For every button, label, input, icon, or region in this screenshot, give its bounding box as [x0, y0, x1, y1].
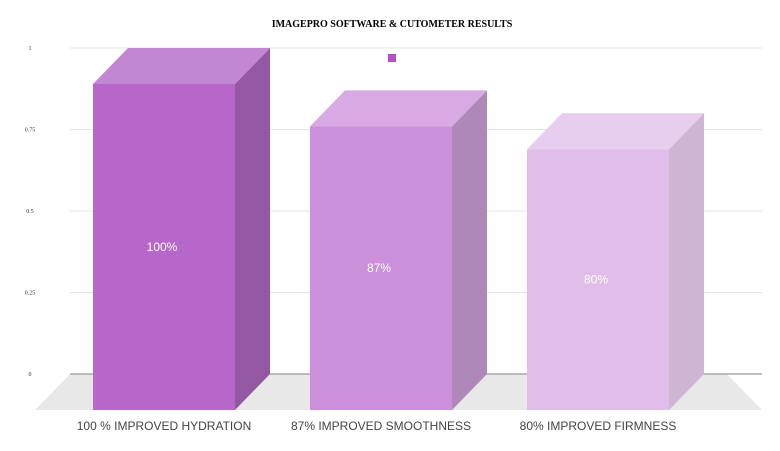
y-tick-label: 0 — [29, 372, 32, 378]
bars: 100% 87% 80% — [93, 48, 704, 410]
bar-group: 87% — [310, 90, 487, 410]
bar-value-label: 87% — [367, 261, 391, 275]
bar-side — [452, 90, 487, 410]
bar-top — [527, 113, 704, 150]
bar-side — [669, 113, 704, 410]
chart-title: IMAGEPRO SOFTWARE & CUTOMETER RESULTS — [272, 19, 513, 30]
bar-value-label: 80% — [584, 273, 608, 287]
bar — [93, 84, 235, 410]
bar — [310, 126, 452, 410]
y-axis-ticks: 0 0.25 0.5 0.75 1 — [25, 46, 36, 378]
y-tick-label: 0.25 — [25, 291, 36, 297]
y-tick-label: 0.5 — [26, 209, 34, 215]
y-tick-label: 0.75 — [25, 128, 36, 134]
x-tick-label: 100 % IMPROVED HYDRATION — [77, 419, 251, 433]
bar-value-label: 100% — [147, 240, 178, 254]
x-tick-label: 87% IMPROVED SMOOTHNESS — [291, 419, 471, 433]
legend-marker — [388, 54, 396, 62]
bar — [527, 149, 669, 410]
bar-top — [93, 48, 270, 84]
bar-group: 100% — [93, 48, 270, 410]
y-tick-label: 1 — [29, 46, 32, 52]
x-axis-labels: 100 % IMPROVED HYDRATION 87% IMPROVED SMO… — [77, 419, 677, 433]
bar-side — [235, 48, 270, 410]
x-tick-label: 80% IMPROVED FIRMNESS — [520, 419, 677, 433]
bar-group: 80% — [527, 113, 704, 410]
bar-top — [310, 90, 487, 127]
